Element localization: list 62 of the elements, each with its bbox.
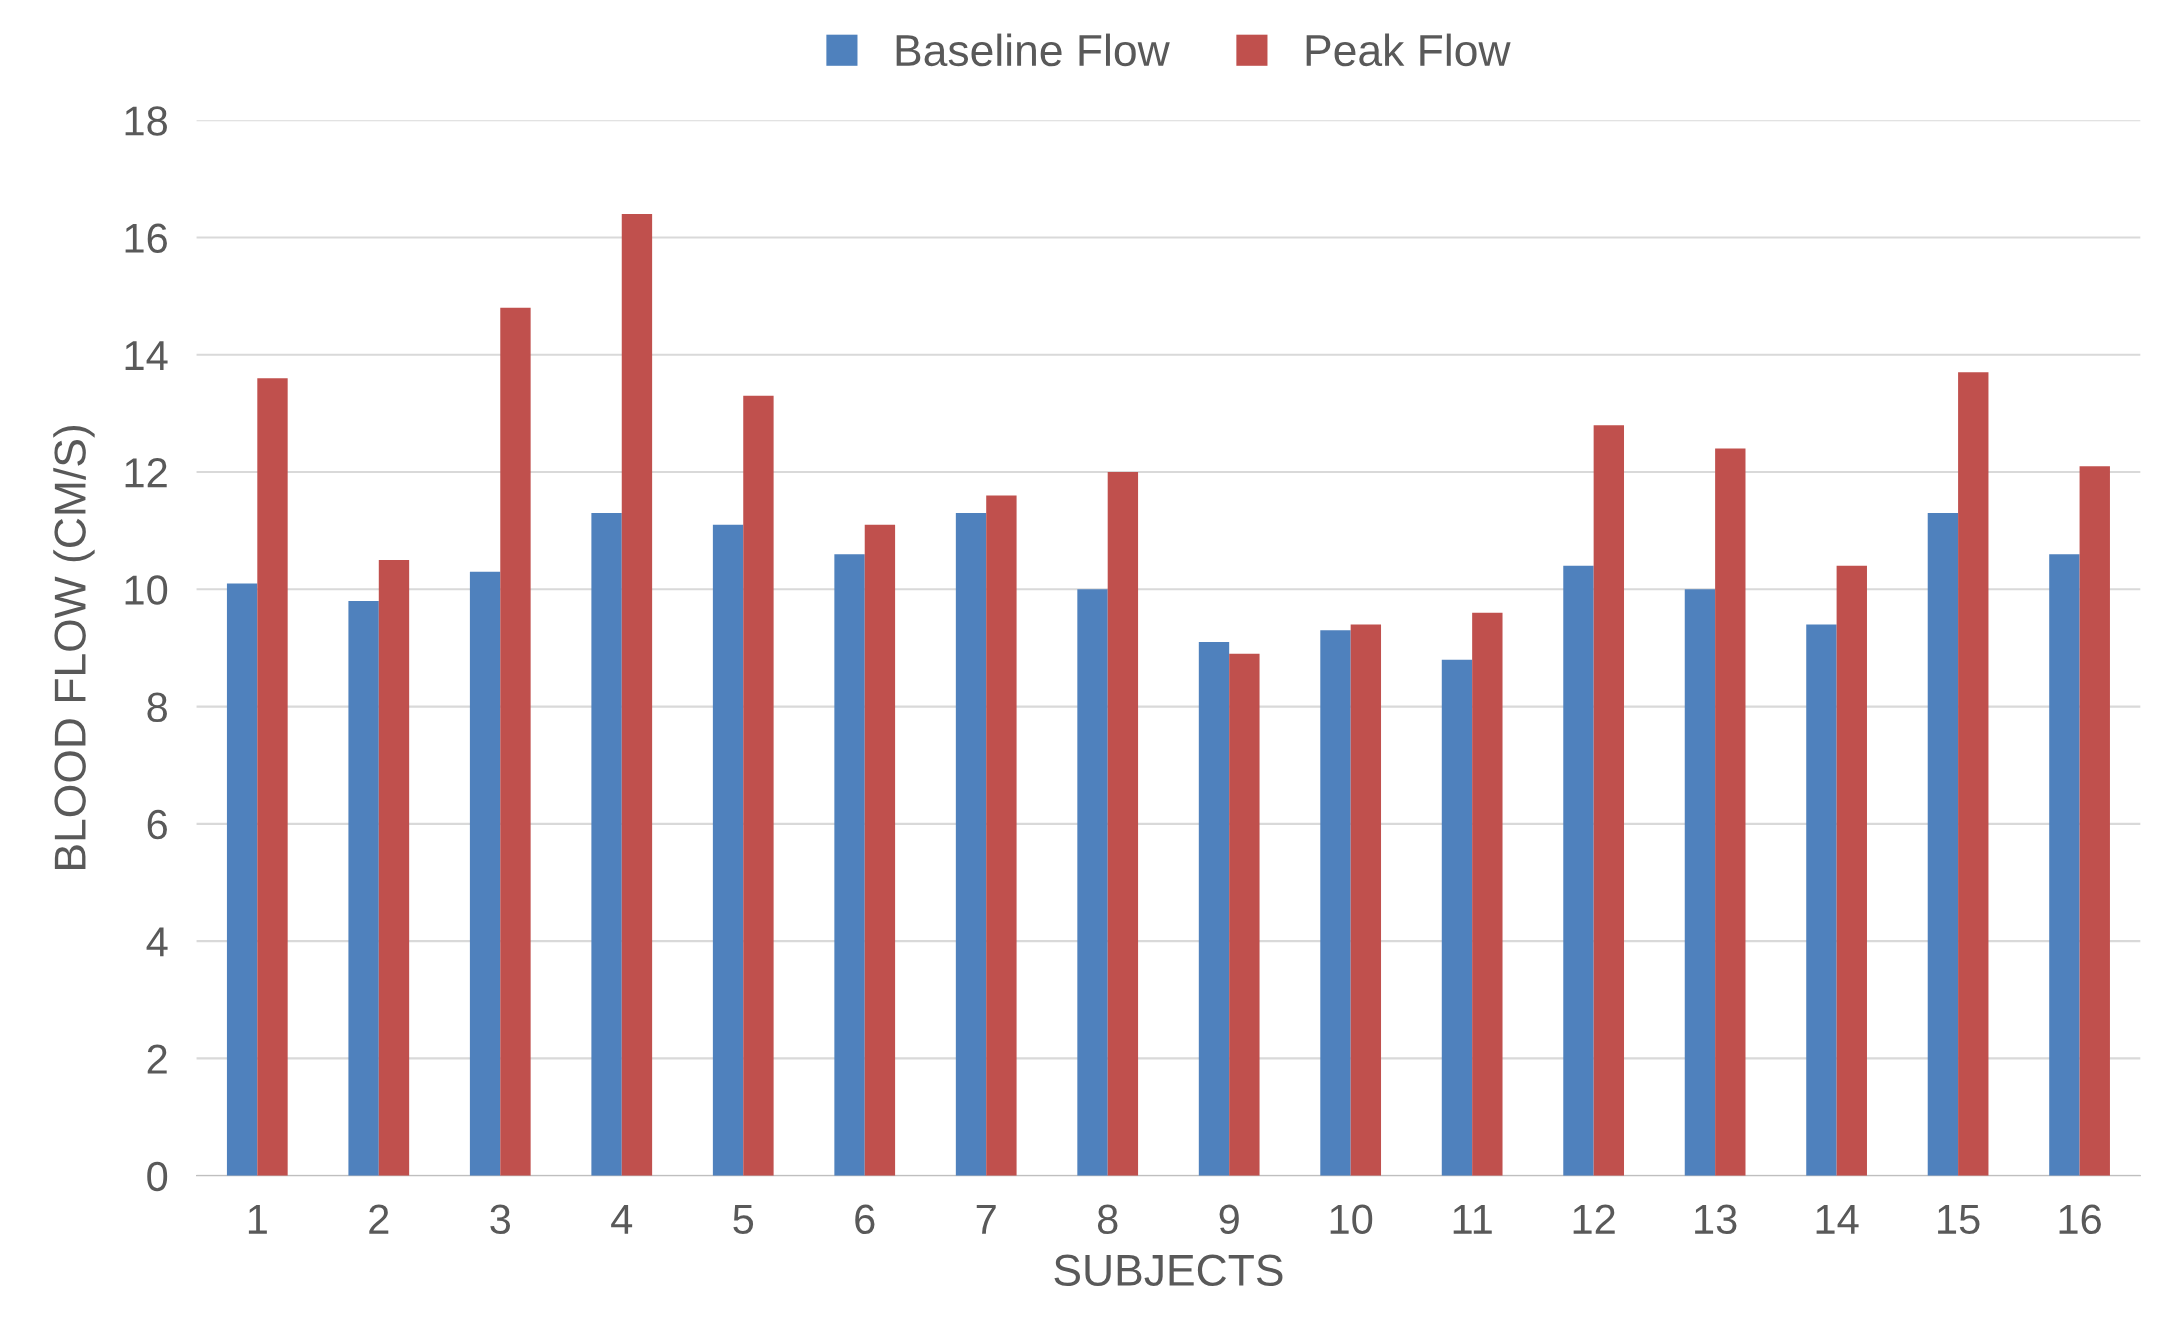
bar xyxy=(712,524,744,1176)
bar xyxy=(986,495,1017,1176)
y-tick-label: 6 xyxy=(147,809,167,840)
x-tick-label: 9 xyxy=(1219,1204,1239,1235)
bar xyxy=(864,524,896,1176)
bar xyxy=(591,513,622,1176)
x-tick-label: 2 xyxy=(369,1204,389,1234)
bar xyxy=(1198,642,1230,1176)
x-tick-label: 5 xyxy=(733,1204,754,1235)
bar xyxy=(1684,589,1716,1176)
x-tick-label: 14 xyxy=(1816,1204,1859,1234)
x-tick-label: 8 xyxy=(1097,1204,1118,1235)
bar xyxy=(1472,612,1503,1176)
bar xyxy=(1350,624,1382,1176)
bar xyxy=(621,214,653,1176)
bar xyxy=(226,583,258,1176)
bar xyxy=(1958,372,1989,1176)
bar xyxy=(500,307,531,1176)
x-tick-label: 10 xyxy=(1330,1204,1373,1235)
y-tick-label: 18 xyxy=(125,106,167,136)
x-tick-label: 4 xyxy=(611,1204,633,1234)
y-tick-label: 16 xyxy=(125,223,167,254)
x-tick-label: 16 xyxy=(2059,1204,2101,1235)
y-tick-label: 12 xyxy=(125,458,167,488)
x-axis-title: SUBJECTS xyxy=(1054,1254,1283,1287)
y-tick-label: 2 xyxy=(147,1044,167,1074)
x-tick-label: 3 xyxy=(490,1204,511,1235)
bar xyxy=(2079,466,2110,1176)
x-tick-label: 15 xyxy=(1938,1204,1980,1235)
bar xyxy=(743,395,774,1176)
bar xyxy=(1806,624,1837,1176)
bar xyxy=(834,554,865,1176)
legend-label: Baseline Flow xyxy=(896,33,1170,67)
y-tick-label: 4 xyxy=(146,927,168,957)
bar xyxy=(1229,653,1260,1176)
bar xyxy=(1441,659,1473,1176)
x-tick-label: 6 xyxy=(855,1204,875,1235)
bar xyxy=(469,571,501,1176)
y-tick-label: 14 xyxy=(125,341,168,370)
bar xyxy=(257,378,288,1176)
bar xyxy=(955,513,987,1176)
bar xyxy=(378,560,410,1176)
y-axis-title: BLOOD FLOW (CM/S) xyxy=(53,426,95,870)
bar xyxy=(1077,589,1108,1176)
y-tick-label: 8 xyxy=(147,692,167,723)
y-tick-label: 0 xyxy=(147,1161,168,1192)
bar xyxy=(1563,565,1594,1176)
y-tick-label: 10 xyxy=(125,575,168,605)
x-tick-label: 12 xyxy=(1573,1204,1615,1234)
legend-label: Peak Flow xyxy=(1306,33,1511,67)
bar xyxy=(1836,565,1867,1176)
x-tick-label: 13 xyxy=(1695,1204,1737,1235)
bar xyxy=(1320,630,1351,1176)
x-tick-label: 7 xyxy=(976,1204,996,1234)
bar xyxy=(1927,513,1959,1176)
x-tick-label: 11 xyxy=(1453,1204,1492,1234)
x-tick-label: 1 xyxy=(248,1204,267,1234)
bar xyxy=(1107,472,1139,1176)
bar xyxy=(2049,554,2080,1176)
bar xyxy=(348,601,379,1176)
bar xyxy=(1593,425,1625,1176)
bar xyxy=(1715,448,1746,1176)
